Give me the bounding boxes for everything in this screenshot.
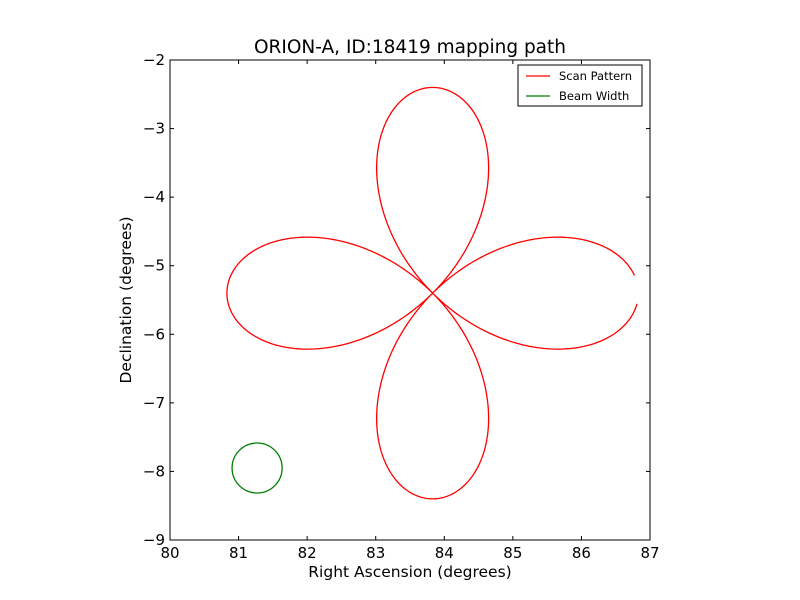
x-tick-label: 85 [503,544,522,562]
legend-label-beam-width: Beam Width [559,89,629,103]
x-tick-label: 87 [640,544,659,562]
x-axis-title: Right Ascension (degrees) [308,563,511,581]
plot-frame [169,59,651,541]
y-axis: −9 −8 −7 −6 −5 −4 −3 −2 [143,51,650,549]
legend-box [517,64,643,107]
legend: Scan Pattern Beam Width [517,64,643,107]
y-tick-label: −7 [143,394,165,412]
x-tick-label: 83 [366,544,385,562]
x-tick-label: 81 [229,544,248,562]
x-tick-label: 80 [160,544,179,562]
y-tick-label: −9 [143,531,165,549]
x-tick-label: 86 [572,544,591,562]
x-tick-label: 82 [298,544,317,562]
y-tick-label: −3 [143,120,165,138]
x-axis: 80 81 82 83 84 85 86 87 [160,60,660,562]
y-tick-label: −6 [143,325,165,343]
y-tick-label: −2 [143,51,165,69]
x-tick-label: 84 [435,544,454,562]
y-tick-label: −4 [143,188,165,206]
series-layer [226,86,638,500]
legend-label-scan-pattern: Scan Pattern [559,69,632,83]
y-tick-label: −8 [143,462,165,480]
plot-area [170,60,650,540]
y-tick-label: −5 [143,257,165,275]
chart-title: ORION-A, ID:18419 mapping path [254,37,566,58]
beam-width-circle [231,442,283,494]
scan-pattern-line [226,86,638,500]
y-axis-title: Declination (degrees) [117,216,135,383]
